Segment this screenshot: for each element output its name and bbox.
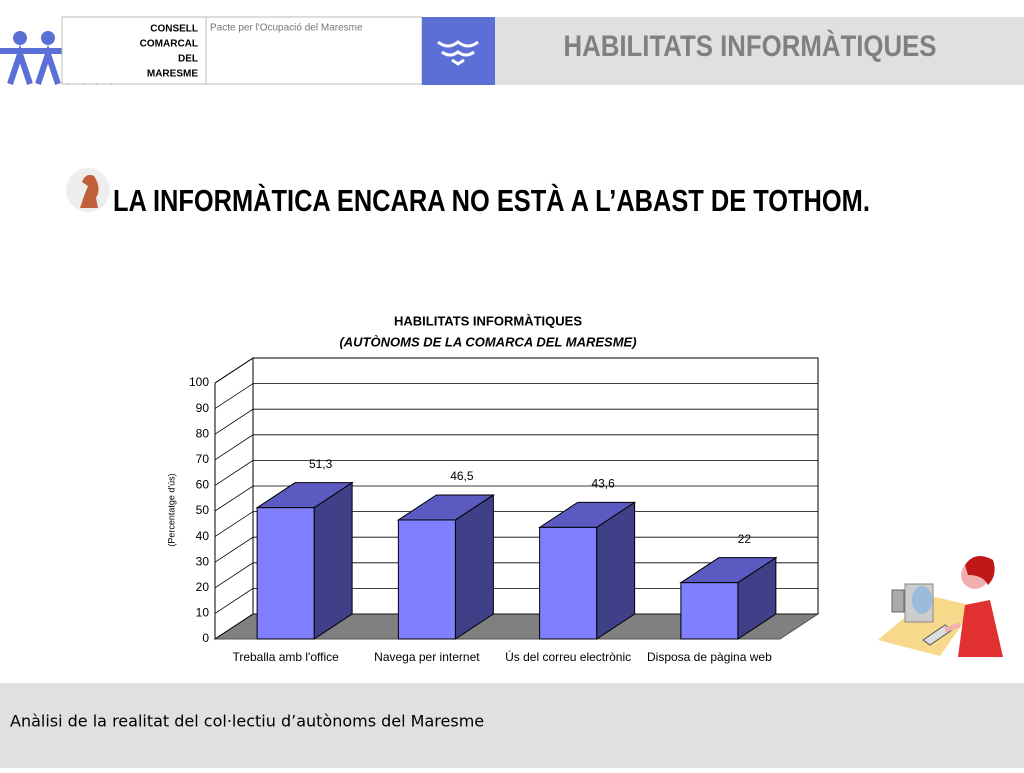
x-tick-label: Treballa amb l'office xyxy=(232,650,339,664)
council-text: COMARCAL xyxy=(140,39,198,50)
computer-user-clipart xyxy=(878,556,1003,657)
wave-icon xyxy=(437,40,479,66)
x-tick-label: Ús del correu electrònic xyxy=(505,649,631,664)
council-text: DEL xyxy=(178,54,198,65)
y-tick-label: 50 xyxy=(196,503,210,517)
knight-icon xyxy=(66,168,110,212)
headline: LA INFORMÀTICA ENCARA NO ESTÀ A L’ABAST … xyxy=(113,184,870,219)
data-label: 43,6 xyxy=(591,477,615,491)
y-tick-label: 30 xyxy=(196,554,210,568)
y-axis-label: (Percentatge d'ús) xyxy=(166,473,176,546)
bar xyxy=(680,582,739,640)
data-label: 46,5 xyxy=(450,469,474,483)
bar xyxy=(256,507,315,640)
council-text: MARESME xyxy=(147,69,198,80)
bar xyxy=(539,526,598,640)
grid-line xyxy=(214,408,818,435)
data-label: 51,3 xyxy=(309,457,333,471)
footer-text: Anàlisi de la realitat del col·lectiu d’… xyxy=(10,712,484,731)
grid-line xyxy=(214,434,818,461)
y-tick-label: 80 xyxy=(196,426,210,440)
council-box xyxy=(61,16,207,85)
y-tick-label: 40 xyxy=(196,529,210,543)
y-tick-label: 100 xyxy=(189,375,209,389)
y-tick-label: 0 xyxy=(202,631,209,645)
grid-line xyxy=(214,383,818,409)
pact-text: Pacte per l'Ocupació del Maresme xyxy=(210,23,363,34)
chart-title: HABILITATS INFORMÀTIQUES xyxy=(394,313,582,328)
grid-line xyxy=(214,357,818,384)
footer-bar xyxy=(0,683,1024,768)
bar-side xyxy=(313,481,353,640)
x-tick-label: Navega per internet xyxy=(374,650,480,664)
chart-subtitle: (AUTÒNOMS DE LA COMARCA DEL MARESME) xyxy=(339,334,636,349)
y-tick-label: 70 xyxy=(196,452,210,466)
x-tick-label: Disposa de pàgina web xyxy=(647,650,772,664)
grid-line xyxy=(214,459,818,486)
bar xyxy=(397,519,456,640)
y-tick-label: 90 xyxy=(196,401,210,415)
header-title: HABILITATS INFORMÀTIQUES xyxy=(564,29,937,62)
y-tick-label: 10 xyxy=(196,606,210,620)
title-banner xyxy=(495,17,1024,85)
data-label: 22 xyxy=(738,532,752,546)
grid-line xyxy=(214,485,818,512)
chart: HABILITATS INFORMÀTIQUES (AUTÒNOMS DE LA… xyxy=(166,313,820,664)
y-tick-label: 20 xyxy=(196,580,210,594)
council-text: CONSELL xyxy=(150,24,198,35)
pact-box xyxy=(205,16,423,85)
y-tick-label: 60 xyxy=(196,478,210,492)
